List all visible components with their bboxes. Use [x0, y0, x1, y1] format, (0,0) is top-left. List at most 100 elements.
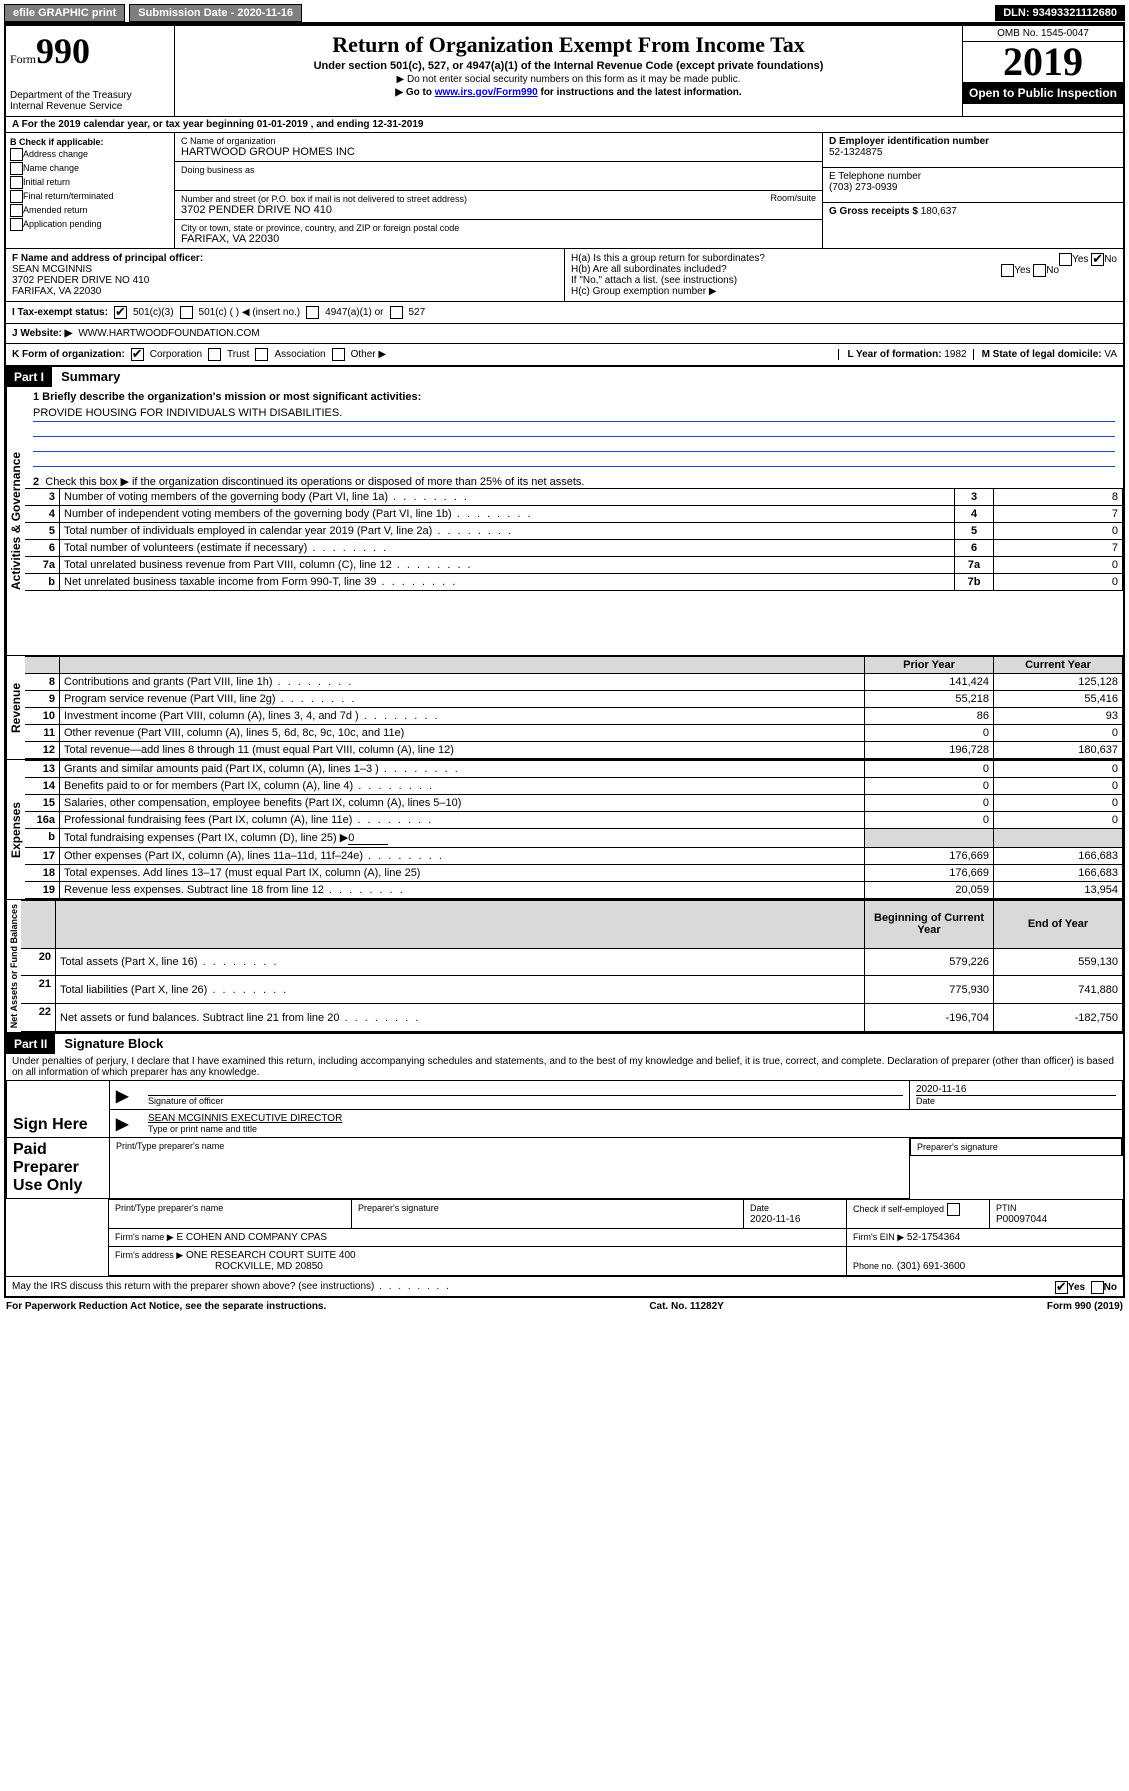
phone-value: (703) 273-0939	[829, 182, 1117, 193]
note-link: ▶ Go to www.irs.gov/Form990 for instruct…	[183, 87, 954, 98]
submission-date-button[interactable]: Submission Date - 2020-11-16	[129, 4, 302, 22]
chk-self-employed[interactable]	[947, 1203, 960, 1216]
chk-name-change[interactable]: Name change	[10, 162, 170, 175]
note-ssn: ▶ Do not enter social security numbers o…	[183, 74, 954, 85]
page-footer: For Paperwork Reduction Act Notice, see …	[4, 1298, 1125, 1315]
gross-receipts-label: G Gross receipts $	[829, 206, 918, 217]
address-value: 3702 PENDER DRIVE NO 410	[181, 204, 816, 216]
name-title-value: SEAN MCGINNIS EXECUTIVE DIRECTOR	[148, 1113, 1116, 1124]
checkbox-icon[interactable]	[1001, 264, 1014, 277]
form-word: Form	[10, 52, 36, 66]
box-b: B Check if applicable: Address change Na…	[6, 133, 175, 248]
form-header: Form990 Department of the Treasury Inter…	[4, 24, 1125, 116]
part-1-tab: Part I	[6, 367, 52, 387]
section-f-h: F Name and address of principal officer:…	[4, 248, 1125, 301]
prep-name-cell: Print/Type preparer's name	[110, 1138, 910, 1199]
checkbox-icon[interactable]	[1033, 264, 1046, 277]
irs-link[interactable]: www.irs.gov/Form990	[435, 87, 538, 98]
officer-label: F Name and address of principal officer:	[12, 253, 558, 264]
efile-button[interactable]: efile GRAPHIC print	[4, 4, 125, 22]
q2-text: Check this box ▶ if the organization dis…	[45, 476, 584, 488]
submission-date-value: 2020-11-16	[237, 7, 293, 19]
header-mid: Return of Organization Exempt From Incom…	[175, 26, 962, 116]
gross-receipts-cell: G Gross receipts $ 180,637	[823, 203, 1123, 237]
officer-name: SEAN MCGINNIS	[12, 264, 558, 275]
org-name-label: C Name of organization	[181, 136, 816, 146]
chk-discuss-yes[interactable]	[1055, 1281, 1068, 1294]
chk-final-return[interactable]: Final return/terminated	[10, 190, 170, 203]
discuss-row: May the IRS discuss this return with the…	[6, 1276, 1123, 1296]
checkbox-icon	[10, 176, 23, 189]
preparer-table: Print/Type preparer's name Preparer's si…	[6, 1199, 1123, 1276]
box-f: F Name and address of principal officer:…	[6, 249, 564, 301]
ein-value: 52-1324875	[829, 147, 1117, 158]
chk-501c3[interactable]	[114, 306, 127, 319]
side-expenses: Expenses	[6, 760, 25, 899]
footer-right: Form 990 (2019)	[1047, 1301, 1123, 1312]
ein-cell: D Employer identification number 52-1324…	[823, 133, 1123, 168]
part-1-title: Summary	[55, 366, 126, 387]
chk-other[interactable]	[332, 348, 345, 361]
officer-addr2: FARIFAX, VA 22030	[12, 286, 558, 297]
side-governance: Activities & Governance	[6, 387, 25, 655]
chk-discuss-no[interactable]	[1091, 1281, 1104, 1294]
chk-address-change[interactable]: Address change	[10, 148, 170, 161]
prep-sig-label: Preparer's signature	[917, 1142, 1115, 1152]
chk-corporation[interactable]	[131, 348, 144, 361]
checkbox-icon	[10, 218, 23, 231]
h-c-label: H(c) Group exemption number ▶	[571, 286, 1117, 297]
box-b-title: B Check if applicable:	[10, 137, 170, 147]
part-1-header: Part I Summary	[6, 367, 1123, 387]
signature-table: Sign Here ▶ Signature of officer 2020-11…	[6, 1080, 1123, 1199]
h-b-label: H(b) Are all subordinates included?	[571, 264, 727, 275]
chk-amended[interactable]: Amended return	[10, 204, 170, 217]
prep-right-cells: Preparer's signature	[910, 1138, 1123, 1156]
blank-line	[33, 452, 1115, 467]
chk-501c[interactable]	[180, 306, 193, 319]
q1-label: 1 Briefly describe the organization's mi…	[33, 391, 421, 403]
officer-addr1: 3702 PENDER DRIVE NO 410	[12, 275, 558, 286]
sig-date-cell: 2020-11-16 Date	[910, 1081, 1123, 1110]
city-value: FARIFAX, VA 22030	[181, 233, 816, 245]
form-number: Form990	[10, 30, 170, 72]
part-2-header: Part II Signature Block	[6, 1032, 1123, 1054]
form-title: Return of Organization Exempt From Incom…	[183, 32, 954, 58]
org-name-cell: C Name of organization HARTWOOD GROUP HO…	[175, 133, 822, 162]
h-b-row: H(b) Are all subordinates included? Yes …	[571, 264, 1117, 275]
phone-cell: E Telephone number (703) 273-0939	[823, 168, 1123, 203]
chk-application-pending[interactable]: Application pending	[10, 218, 170, 231]
website-value: WWW.HARTWOODFOUNDATION.COM	[78, 328, 259, 339]
checkbox-icon	[10, 190, 23, 203]
checkbox-icon[interactable]	[1091, 253, 1104, 266]
checkbox-icon[interactable]	[1059, 253, 1072, 266]
tax-exempt-label: I Tax-exempt status:	[12, 307, 108, 318]
checkbox-icon	[10, 162, 23, 175]
box-h: H(a) Is this a group return for subordin…	[564, 249, 1123, 301]
org-name-value: HARTWOOD GROUP HOMES INC	[181, 146, 816, 158]
form-990: 990	[36, 31, 90, 71]
part-2-title: Signature Block	[58, 1033, 169, 1054]
footer-left: For Paperwork Reduction Act Notice, see …	[6, 1301, 326, 1312]
chk-initial-return[interactable]: Initial return	[10, 176, 170, 189]
dept-label: Department of the Treasury Internal Reve…	[10, 90, 170, 112]
submission-date-label: Submission Date -	[138, 7, 237, 19]
sign-here-label: Sign Here	[7, 1081, 110, 1138]
chk-trust[interactable]	[208, 348, 221, 361]
city-label: City or town, state or province, country…	[181, 223, 816, 233]
expenses-table: 13Grants and similar amounts paid (Part …	[25, 760, 1123, 899]
chk-527[interactable]	[390, 306, 403, 319]
checkbox-icon	[10, 148, 23, 161]
side-net-assets: Net Assets or Fund Balances	[6, 900, 21, 1032]
box-d-e-g: D Employer identification number 52-1324…	[822, 133, 1123, 248]
chk-4947[interactable]	[306, 306, 319, 319]
part-1: Part I Summary Activities & Governance 1…	[4, 367, 1125, 1298]
top-bar: efile GRAPHIC print Submission Date - 20…	[4, 4, 1125, 24]
q1: 1 Briefly describe the organization's mi…	[25, 387, 1123, 403]
gross-receipts-value: 180,637	[921, 206, 957, 217]
footer-mid: Cat. No. 11282Y	[649, 1301, 723, 1312]
city-cell: City or town, state or province, country…	[175, 220, 822, 248]
sig-officer-label: Signature of officer	[148, 1095, 903, 1106]
h-a-label: H(a) Is this a group return for subordin…	[571, 253, 765, 264]
chk-association[interactable]	[255, 348, 268, 361]
row-k: K Form of organization: Corporation Trus…	[4, 344, 1125, 367]
